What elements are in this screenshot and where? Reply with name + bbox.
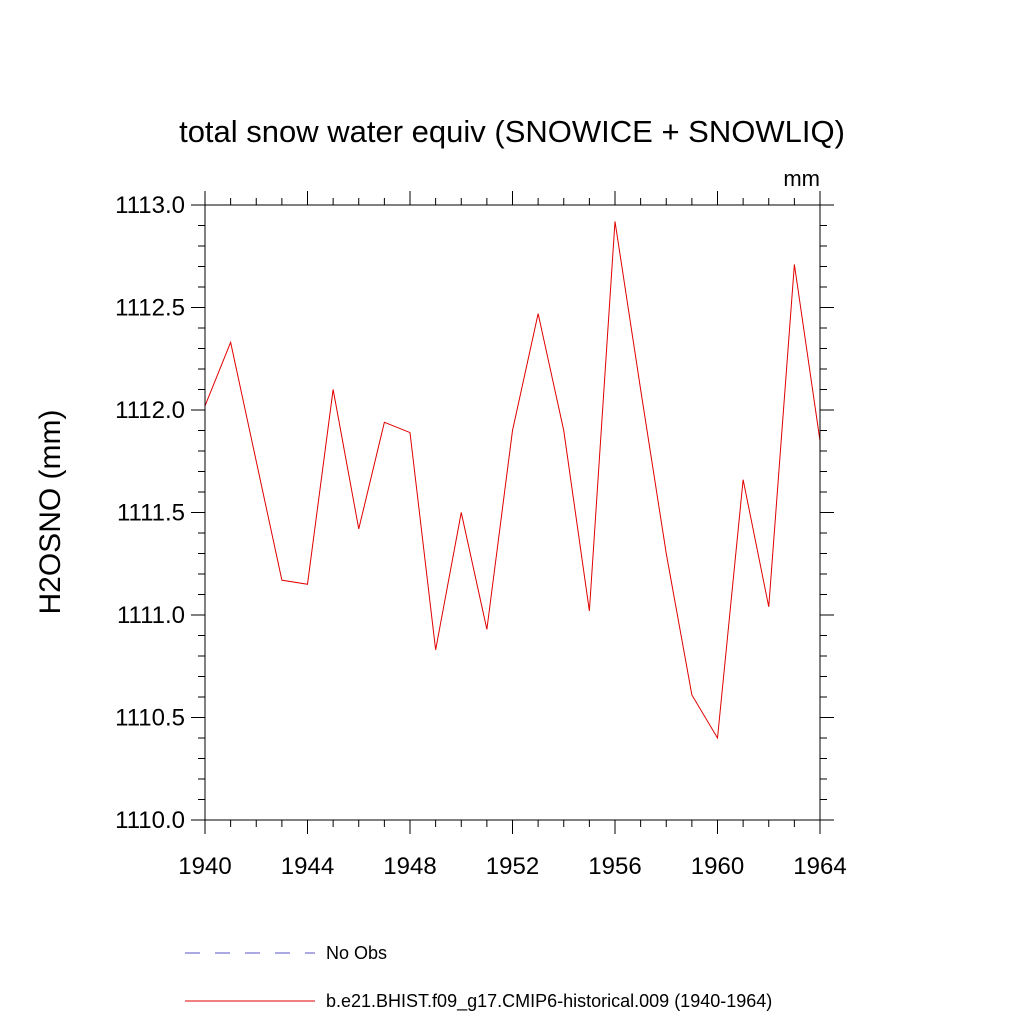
x-tick-label: 1960 xyxy=(691,853,744,880)
units-label: mm xyxy=(783,166,820,191)
series-line xyxy=(204,221,821,740)
series-layer xyxy=(204,221,821,740)
x-tick-label: 1948 xyxy=(383,853,436,880)
y-tick-label: 1112.0 xyxy=(115,397,185,424)
legend-label-no-obs: No Obs xyxy=(326,943,387,963)
y-axis-label: H2OSNO (mm) xyxy=(34,410,67,615)
x-tick-label: 1956 xyxy=(588,853,641,880)
y-tick-label: 1110.5 xyxy=(115,705,185,732)
y-tick-label: 1111.5 xyxy=(117,500,185,527)
y-tick-label: 1111.0 xyxy=(117,602,185,629)
x-tick-labels: 1940 1944 1948 1952 1956 1960 1964 xyxy=(178,853,846,880)
x-tick-label: 1944 xyxy=(281,853,334,880)
y-tick-label: 1110.0 xyxy=(115,807,185,834)
y-tick-labels: 1110.0 1110.5 1111.0 1111.5 1112.0 1112.5 1113… xyxy=(115,192,185,834)
plot-frame xyxy=(204,204,821,821)
legend-label-historical: b.e21.BHIST.f09_g17.CMIP6-historical.009… xyxy=(326,991,772,1012)
axis-ticks xyxy=(191,191,834,834)
y-tick-label: 1112.5 xyxy=(115,295,185,322)
legend: No Obs b.e21.BHIST.f09_g17.CMIP6-histori… xyxy=(185,943,772,1012)
y-tick-label: 1113.0 xyxy=(115,192,185,219)
x-tick-label: 1964 xyxy=(793,853,846,880)
x-tick-label: 1940 xyxy=(178,853,231,880)
x-tick-label: 1952 xyxy=(486,853,539,880)
chart-title: total snow water equiv (SNOWICE + SNOWLI… xyxy=(179,114,845,149)
